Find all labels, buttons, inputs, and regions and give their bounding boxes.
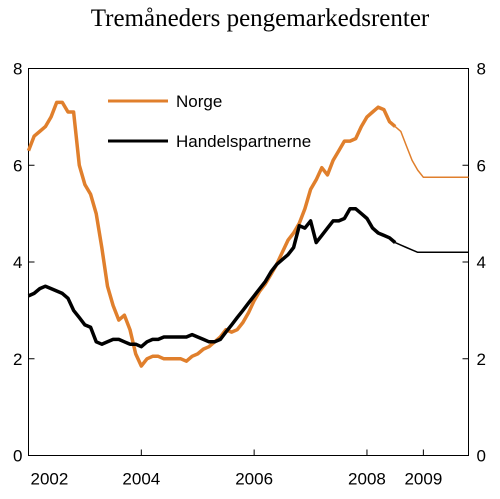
- x-tick-label: 2009: [404, 470, 442, 489]
- axis-ticks: 0 0 2 2 4 4 6 6 8 8 2002 2004 2006 2008 2009: [13, 60, 486, 489]
- y-tick-label-right: 4: [477, 253, 486, 272]
- y-tick-label-right: 0: [477, 447, 486, 466]
- y-tick-label-left: 8: [13, 60, 22, 79]
- legend-label-norge: Norge: [176, 92, 222, 111]
- y-tick-label-left: 2: [13, 350, 22, 369]
- y-tick-label-left: 0: [13, 447, 22, 466]
- y-tick-label-left: 4: [13, 253, 22, 272]
- series-line-handelspartnerne: [27, 207, 397, 349]
- y-tick-label-right: 6: [477, 156, 486, 175]
- y-tick-label-right: 2: [477, 350, 486, 369]
- x-tick-label: 2008: [348, 470, 386, 489]
- plot-area: [28, 68, 469, 456]
- x-tick-label: 2002: [31, 470, 69, 489]
- chart-title: Tremåneders pengemarkedsrenter: [91, 5, 430, 32]
- legend-label-handelspartnerne: Handelspartnerne: [176, 132, 311, 151]
- y-tick-label-left: 6: [13, 156, 22, 175]
- y-tick-label-right: 8: [477, 60, 486, 79]
- series-line-norge-projection: [394, 126, 469, 179]
- series-line-norge: [26, 100, 397, 368]
- x-tick-label: 2004: [122, 470, 160, 489]
- series-line-handelspartnerne-projection: [394, 241, 469, 254]
- series-lines: [26, 100, 469, 368]
- x-tick-label: 2006: [235, 470, 273, 489]
- legend: Norge Handelspartnerne: [108, 92, 311, 151]
